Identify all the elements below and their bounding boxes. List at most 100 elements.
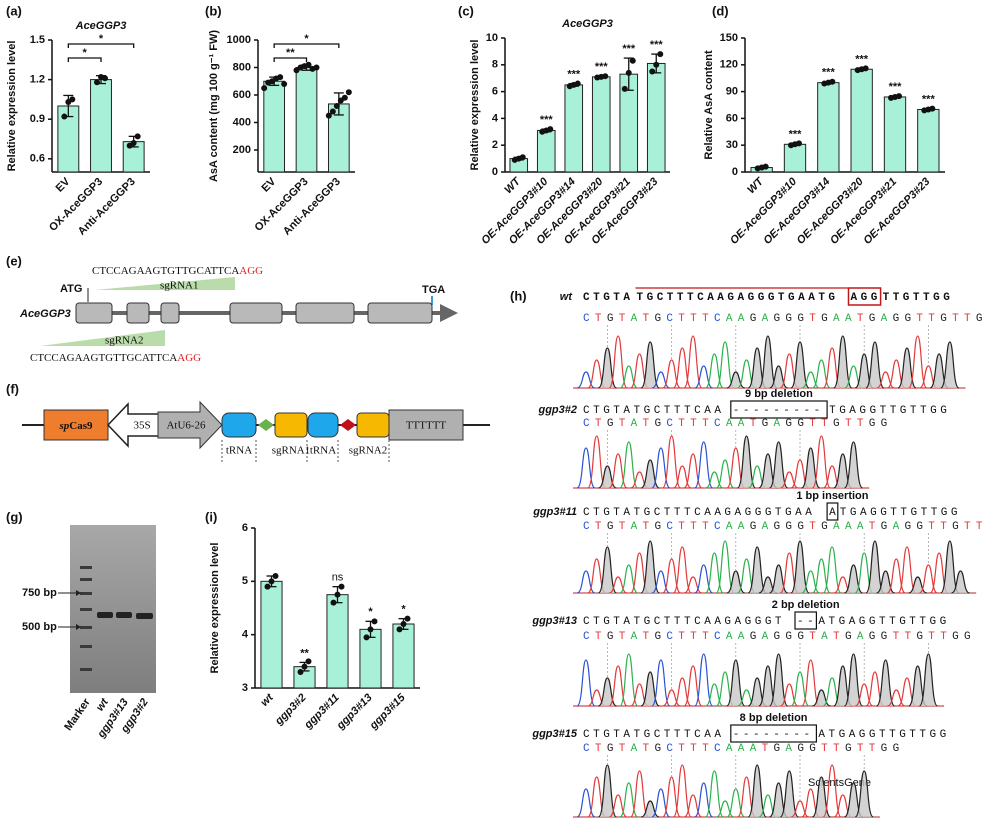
trace-peak [640, 341, 660, 389]
y-tick-label: 4 [492, 112, 499, 124]
sequence: AGG [851, 292, 881, 304]
data-point [519, 154, 526, 161]
data-point [272, 573, 279, 579]
base-call: A [821, 631, 833, 643]
base-call: A [845, 521, 857, 533]
base-call: G [881, 631, 893, 643]
trna-box [307, 412, 339, 438]
data-point [134, 133, 141, 140]
trace-peak [736, 435, 757, 489]
trace-peak [694, 653, 714, 707]
u6-label: AtU6-26 [166, 420, 206, 432]
sample-name: ggp3#11 [532, 506, 577, 518]
gene-name: AceGGP3 [19, 308, 71, 320]
terminator-label: TTTTTT [406, 420, 447, 432]
base-call: A [833, 313, 845, 325]
base-call: G [964, 631, 976, 643]
base-call: G [952, 521, 964, 533]
data-point [574, 80, 581, 87]
sequence: TTGTTGG [883, 292, 954, 304]
panel-f: (f) spCas9 35S AtU6-26 TTTTTT tRNA sgRNA… [6, 381, 490, 462]
bar [646, 62, 666, 173]
y-tick-label: 0 [732, 166, 738, 178]
panel-e: (e) CTCCAGAAGTGTTGCATTCAAGG sgRNA1 ATG T… [6, 253, 458, 364]
base-call: T [595, 521, 607, 533]
base-call: A [738, 418, 750, 430]
bar [260, 580, 283, 689]
base-call: G [607, 631, 619, 643]
base-call: G [654, 631, 666, 643]
base-call: G [845, 743, 857, 755]
y-tick-label: 10 [486, 32, 498, 44]
pam: AGG [177, 352, 201, 364]
base-call: G [797, 418, 809, 430]
trna-box [221, 412, 257, 438]
base-call: A [738, 521, 750, 533]
base-call: C [583, 631, 595, 643]
y-tick-label: 3 [242, 682, 248, 694]
y-tick-label: 90 [726, 86, 738, 98]
bar [295, 67, 318, 173]
trace-peak [822, 764, 842, 818]
start-codon: ATG [60, 283, 82, 295]
trace-peak [865, 540, 885, 594]
cas9-label: spCas9 [58, 420, 93, 432]
sample-name: ggp3#13 [531, 615, 577, 627]
base-call: T [702, 313, 714, 325]
significance: * [401, 604, 406, 616]
y-tick-label: 60 [726, 112, 738, 124]
base-call: T [762, 743, 774, 755]
base-call: T [678, 418, 690, 430]
base-call: T [643, 631, 655, 643]
trace-peak [619, 653, 639, 707]
y-tick-label: 800 [233, 61, 251, 73]
guide-name: sgRNA2 [105, 335, 144, 347]
data-point [305, 658, 312, 665]
sequence: TGAGGTTGTTGG [840, 507, 961, 519]
panel-label: (i) [205, 509, 217, 524]
data-point [329, 108, 336, 115]
trace-peak [940, 540, 960, 594]
sample-name: wt [560, 291, 574, 303]
y-tick-label: 2 [492, 139, 498, 151]
data-point [625, 69, 632, 76]
mutation-label: 1 bp insertion [796, 490, 868, 502]
base-call: A [631, 313, 643, 325]
trace-peak [672, 546, 692, 594]
y-tick-label: 400 [233, 116, 251, 128]
base-call: A [631, 418, 643, 430]
data-point [277, 74, 284, 81]
y-tick-label: 150 [720, 32, 738, 44]
base-call: G [762, 418, 774, 430]
base-call: C [666, 313, 678, 325]
base-call: T [904, 631, 916, 643]
marker-label: 750 bp [22, 587, 57, 599]
base-call: G [904, 521, 916, 533]
base-call: A [631, 743, 643, 755]
y-tick-label: 0 [492, 166, 498, 178]
data-point [653, 61, 660, 68]
trace-peak [779, 770, 799, 818]
data-point [621, 85, 628, 92]
base-call: A [631, 521, 643, 533]
base-call: T [821, 418, 833, 430]
trace-peak [854, 770, 874, 818]
base-call: G [869, 418, 881, 430]
y-axis-label: AsA content (mg 100 g⁻¹ FW) [208, 30, 220, 182]
exon [367, 302, 433, 324]
ladder-band [80, 592, 92, 595]
base-call: G [785, 521, 797, 533]
trace-peak [843, 653, 864, 707]
trace-peak [918, 653, 938, 707]
base-call: T [702, 743, 714, 755]
sample-name: ggp3#15 [531, 728, 578, 740]
data-point [396, 626, 403, 633]
base-call: G [654, 418, 666, 430]
data-point [334, 591, 341, 598]
trace-peak [683, 335, 703, 389]
base-call: T [619, 743, 631, 755]
trace-peak [822, 546, 842, 594]
trace-peak [843, 441, 864, 489]
bar [850, 68, 873, 173]
bracket-label: ** [286, 47, 295, 59]
